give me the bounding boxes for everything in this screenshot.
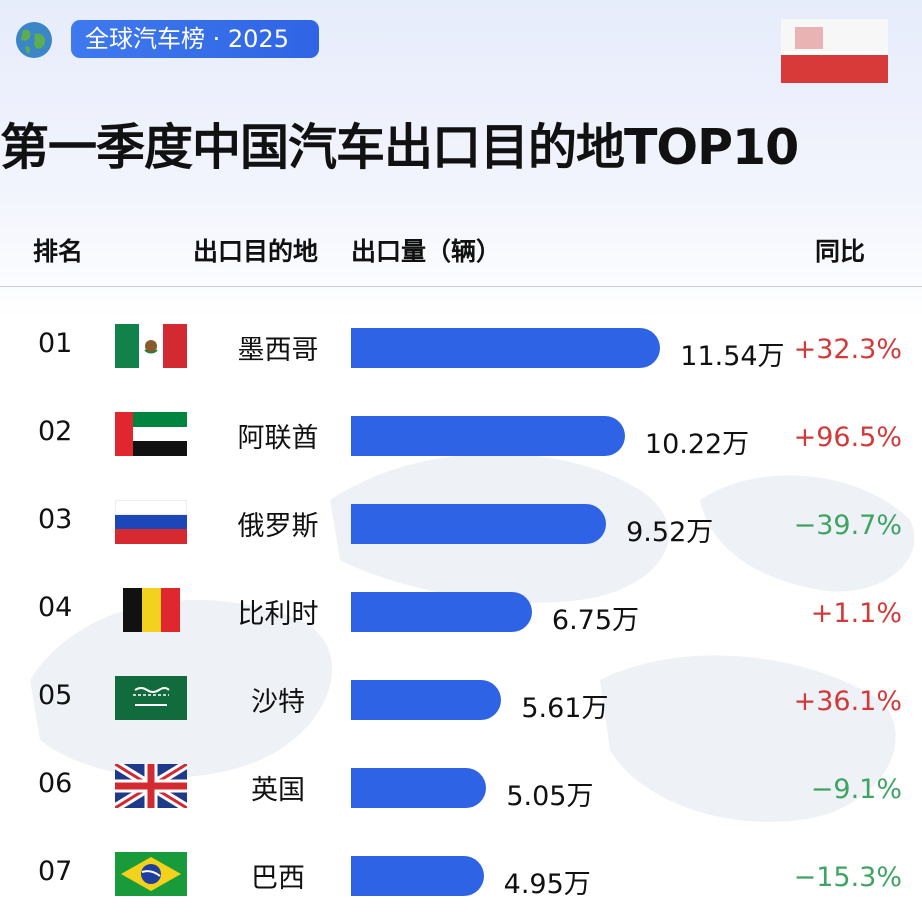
table-row: 06 英国 5.05万 −9.1% (0, 756, 922, 816)
brand-badge: 全球汽车榜 · 2025 (71, 20, 319, 58)
country-label: 阿联酋 (237, 423, 319, 454)
russia-flag-icon (115, 500, 187, 544)
value-label: 4.95万 (503, 869, 591, 900)
column-header-destination: 出口目的地 (193, 237, 319, 266)
data-bar (351, 680, 502, 720)
mexico-flag-icon (115, 324, 187, 368)
table-row: 02 阿联酋 10.22万 +96.5% (0, 404, 922, 464)
data-bar (351, 328, 661, 368)
table-row: 07 巴西 4.95万 −15.3% (0, 844, 922, 904)
rank-label: 01 (38, 328, 73, 359)
yoy-label: +32.3% (793, 334, 902, 365)
value-label: 5.05万 (506, 781, 594, 812)
table-row: 01 墨西哥 11.54万 +32.3% (0, 316, 922, 376)
column-header-yoy: 同比 (815, 237, 866, 266)
country-label: 沙特 (251, 687, 305, 718)
world-map-background (30, 453, 915, 822)
country-label: 比利时 (237, 599, 319, 630)
rank-label: 05 (38, 680, 73, 711)
country-label: 英国 (251, 775, 305, 806)
rank-label: 06 (38, 768, 73, 799)
belgium-flag-icon (123, 588, 180, 632)
yoy-label: −9.1% (810, 774, 902, 805)
yoy-label: +1.1% (810, 598, 902, 629)
brazil-flag-icon (115, 852, 187, 896)
header-divider (0, 286, 922, 287)
value-label: 11.54万 (680, 341, 785, 372)
uae-flag-icon (115, 412, 187, 456)
table-row: 05 沙特 5.61万 +36.1% (0, 668, 922, 728)
yoy-label: +96.5% (793, 422, 902, 453)
data-bar (351, 768, 487, 808)
table-row: 04 比利时 6.75万 +1.1% (0, 580, 922, 640)
data-bar (351, 592, 532, 632)
country-label: 巴西 (251, 863, 305, 894)
corner-flag-icon (781, 19, 888, 83)
yoy-label: −15.3% (793, 862, 902, 893)
column-header-rank: 排名 (33, 237, 84, 266)
value-label: 10.22万 (644, 429, 750, 460)
country-label: 墨西哥 (237, 335, 319, 366)
value-label: 5.61万 (521, 693, 609, 724)
value-label: 6.75万 (551, 605, 640, 636)
page-title: 第一季度中国汽车出口目的地TOP10 (0, 119, 799, 176)
rank-label: 03 (38, 504, 73, 535)
globe-icon (16, 22, 52, 58)
saudi-flag-icon (115, 676, 187, 720)
rank-label: 02 (38, 416, 73, 447)
data-bar (351, 856, 484, 896)
rank-label: 04 (38, 592, 73, 623)
value-label: 9.52万 (626, 517, 714, 548)
uk-flag-icon (115, 764, 187, 808)
table-row: 03 俄罗斯 9.52万 −39.7% (0, 492, 922, 552)
rank-label: 07 (38, 856, 73, 887)
country-label: 俄罗斯 (237, 511, 319, 542)
data-bar (351, 416, 625, 456)
yoy-label: +36.1% (793, 686, 902, 717)
yoy-label: −39.7% (793, 510, 902, 541)
column-header-volume: 出口量（辆） (351, 237, 502, 266)
data-bar (351, 504, 607, 544)
